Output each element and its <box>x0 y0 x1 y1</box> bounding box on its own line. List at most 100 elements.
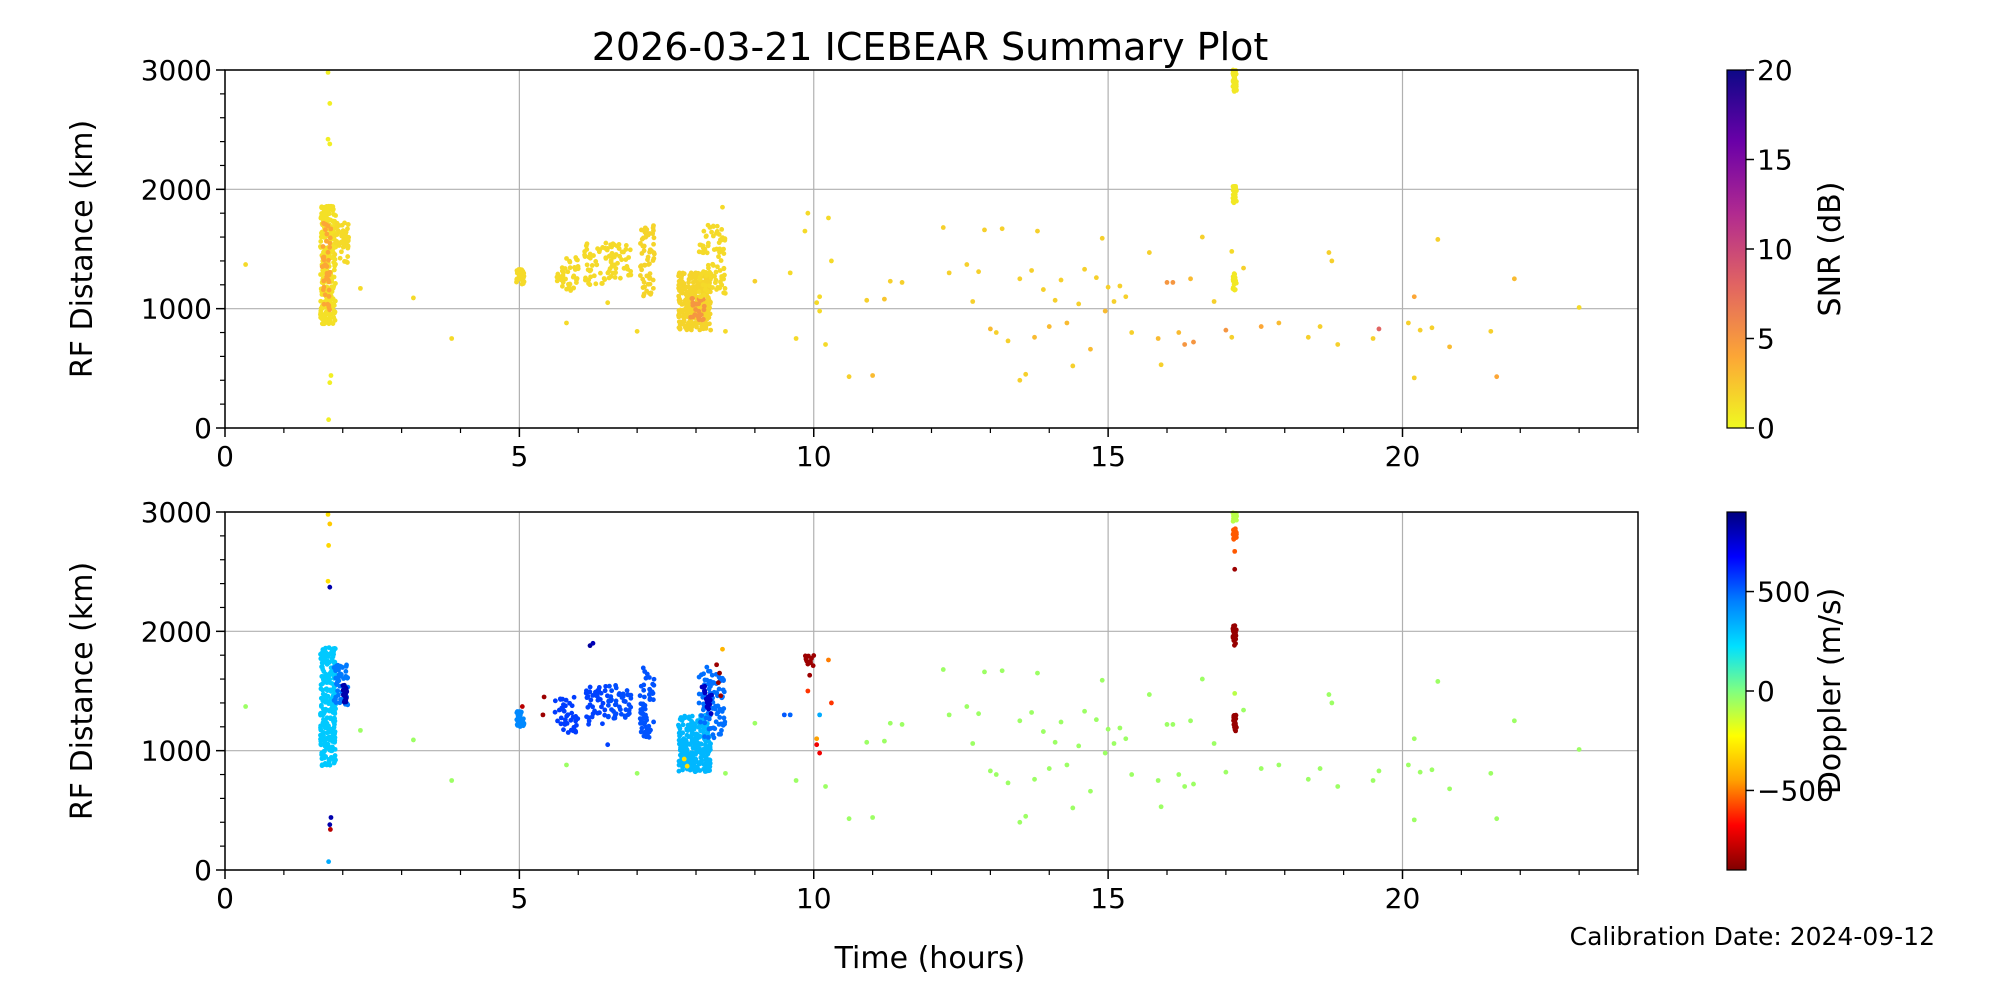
data-point <box>718 279 723 285</box>
data-point <box>1182 342 1188 347</box>
data-point <box>326 279 332 285</box>
data-point <box>607 683 612 689</box>
data-point <box>605 702 611 708</box>
data-point <box>681 736 687 742</box>
data-point <box>714 690 719 696</box>
data-point <box>1447 786 1452 792</box>
data-point <box>1511 276 1517 282</box>
x-tick-label: 0 <box>216 882 234 915</box>
data-point <box>320 681 325 687</box>
data-point <box>826 215 831 221</box>
data-point <box>1158 804 1164 810</box>
data-point <box>328 715 333 721</box>
data-point <box>332 263 338 269</box>
data-point <box>702 734 707 740</box>
data-point <box>605 742 611 748</box>
data-point <box>345 237 351 243</box>
data-point <box>345 226 350 232</box>
data-point <box>707 768 713 773</box>
data-point <box>327 521 333 527</box>
data-point <box>343 673 349 679</box>
data-point <box>692 744 697 750</box>
data-point <box>318 695 324 701</box>
data-point <box>320 287 326 293</box>
data-point <box>583 275 588 281</box>
data-point <box>712 273 717 279</box>
data-point <box>565 269 571 275</box>
scatter-points <box>243 510 1582 865</box>
data-point <box>584 247 590 252</box>
data-point <box>701 228 707 234</box>
data-point <box>333 239 339 245</box>
data-point <box>521 279 527 285</box>
data-point <box>1230 184 1236 189</box>
data-point <box>621 249 626 255</box>
data-point <box>563 276 568 282</box>
data-point <box>563 703 568 709</box>
data-point <box>568 727 574 733</box>
data-point <box>645 732 650 738</box>
data-point <box>688 314 694 320</box>
data-point <box>1082 266 1087 272</box>
data-point <box>1005 338 1011 344</box>
data-point <box>318 686 324 692</box>
data-point <box>700 727 706 733</box>
data-point <box>640 285 646 290</box>
data-point <box>342 682 347 688</box>
data-point <box>699 713 704 718</box>
data-point <box>676 730 682 736</box>
data-point <box>708 327 714 333</box>
data-point <box>646 290 652 296</box>
data-point <box>411 737 416 743</box>
data-point <box>1035 670 1040 676</box>
data-point <box>1232 690 1238 696</box>
data-point <box>793 778 799 783</box>
data-point <box>701 671 706 677</box>
data-point <box>325 69 331 75</box>
data-point <box>638 720 643 726</box>
colorbar-tick-label: 20 <box>1757 54 1793 87</box>
data-point <box>680 301 686 307</box>
data-point <box>328 815 334 820</box>
x-tick-label: 10 <box>796 882 832 915</box>
data-point <box>588 697 594 703</box>
data-point <box>1329 258 1335 264</box>
data-point <box>343 697 349 703</box>
data-point <box>628 695 634 701</box>
data-point <box>567 700 573 706</box>
data-point <box>1123 736 1129 742</box>
data-point <box>598 690 604 696</box>
data-point <box>613 685 619 691</box>
data-point <box>716 254 721 260</box>
data-point <box>340 240 346 246</box>
data-point <box>344 662 349 668</box>
data-point <box>1326 250 1332 255</box>
data-point <box>1411 736 1417 742</box>
data-point <box>899 722 905 727</box>
data-point <box>1411 817 1417 823</box>
data-point <box>702 287 708 292</box>
data-point <box>1188 718 1193 724</box>
data-point <box>327 687 333 693</box>
data-point <box>567 258 572 264</box>
data-point <box>1231 281 1237 287</box>
data-point <box>320 691 326 697</box>
data-point <box>589 714 595 720</box>
data-point <box>1176 330 1182 335</box>
data-point <box>722 237 728 243</box>
data-point <box>320 244 326 249</box>
data-point <box>322 659 328 665</box>
data-point <box>327 380 333 386</box>
data-point <box>332 709 338 715</box>
data-point <box>322 209 328 215</box>
data-point <box>1329 700 1335 706</box>
data-point <box>679 290 685 296</box>
data-point <box>695 749 701 754</box>
data-point <box>519 704 525 709</box>
data-point <box>326 321 332 327</box>
data-point <box>706 265 711 271</box>
data-point <box>330 302 336 307</box>
data-point <box>870 373 876 378</box>
data-point <box>1017 377 1023 383</box>
data-point <box>1376 768 1382 774</box>
